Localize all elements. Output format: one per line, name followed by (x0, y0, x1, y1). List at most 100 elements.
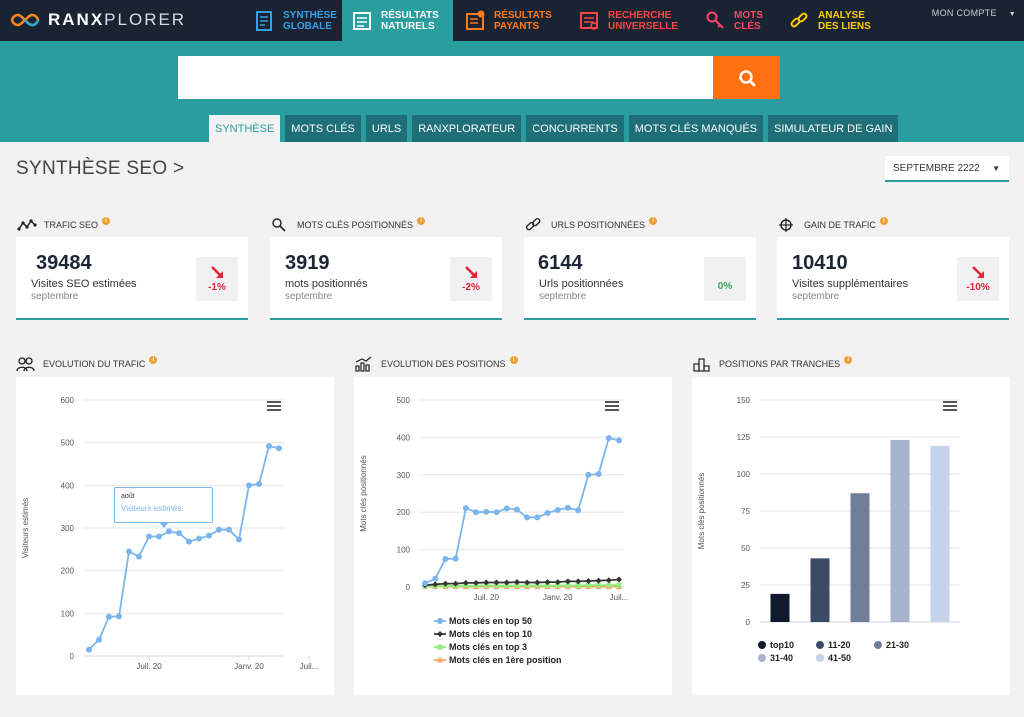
kpi-period: septembre (31, 291, 79, 302)
search-input[interactable] (178, 56, 714, 99)
data-point (126, 548, 132, 555)
data-point (565, 583, 571, 589)
info-icon[interactable]: i (649, 217, 658, 225)
chart-tooltip: août Visiteurs estimés: (114, 487, 213, 528)
nav-mots-cles[interactable]: MOTS CLÉS (695, 0, 773, 41)
legend-label: 21-30 (886, 640, 909, 650)
ranges-bar-chart: 0 25 50 75 100 125 150 Mots clés positionnés top… (697, 396, 960, 663)
search-button[interactable] (713, 56, 780, 99)
data-point (616, 576, 622, 583)
kpi-period: septembre (792, 291, 840, 302)
kpi-delta: 0% (704, 257, 746, 301)
data-point (86, 646, 92, 653)
legend-swatch (816, 654, 824, 662)
info-icon[interactable]: i (149, 356, 158, 364)
bar (850, 493, 870, 622)
kpi-delta: -1% (196, 257, 238, 301)
nav-recherche-universelle[interactable]: RECHERCHE UNIVERSELLE (569, 0, 693, 41)
y-tick-label: 300 (61, 524, 75, 533)
data-point (616, 437, 622, 444)
data-point (606, 582, 612, 588)
kpi-period: septembre (539, 291, 587, 302)
data-point (266, 443, 272, 450)
info-icon[interactable]: i (102, 217, 111, 225)
kpi-value: 6144 (538, 252, 583, 274)
data-point (524, 514, 531, 521)
y-tick-label: 200 (61, 567, 75, 576)
kpi-label-text: MOTS CLÉS POSITIONNÉS (297, 220, 414, 230)
nav-resultats-naturels[interactable]: RÉSULTATS NATURELS (342, 0, 453, 41)
tab-urls[interactable]: URLS (365, 115, 408, 142)
nav-label: ANALYSE DES LIENS (818, 9, 871, 32)
kpi-delta-value: 0% (717, 280, 733, 292)
kpi-label-mots-cles: MOTS CLÉS POSITIONNÉS i (270, 215, 426, 235)
data-point (575, 507, 582, 514)
data-point (595, 471, 602, 478)
tooltip-series: Visiteurs estimés: (121, 504, 184, 513)
data-point (432, 581, 439, 588)
tab-synthese[interactable]: SYNTHÈSE (209, 115, 281, 142)
account-menu[interactable]: MON COMPTE ▼ (932, 8, 1016, 18)
bar (930, 445, 950, 622)
nav-synthese-globale[interactable]: SYNTHÈSE GLOBALE (244, 0, 341, 41)
y-axis-title: Visiteurs estimés (21, 498, 30, 558)
report-icon (256, 10, 272, 31)
data-point (437, 631, 443, 637)
kpi-value: 39484 (36, 252, 92, 274)
y-tick-label: 600 (61, 396, 75, 405)
data-point (483, 579, 490, 586)
data-point (437, 644, 443, 650)
kpi-label-text: URLS POSITIONNÉES (551, 220, 646, 230)
data-point (196, 535, 202, 542)
arrow-down-right-icon (211, 266, 223, 278)
kpi-card-gain: 10410 Visites supplémentaires septembre … (777, 237, 1009, 320)
universal-search-icon (580, 11, 598, 30)
tab-ranxplorateur[interactable]: RANXPLORATEUR (412, 115, 522, 142)
kpi-delta: -10% (957, 257, 999, 301)
data-point (473, 579, 480, 586)
data-point (585, 471, 592, 478)
podium-icon (693, 358, 710, 372)
data-point (534, 579, 541, 586)
legend-label: Mots clés en 1ère position (449, 655, 562, 665)
y-tick-label: 50 (741, 544, 750, 553)
info-icon[interactable]: i (844, 356, 853, 364)
panel-label-trafic: EVOLUTION DU TRAFIC i (16, 354, 158, 374)
chart-menu-icon[interactable] (943, 401, 957, 413)
nav-resultats-payants[interactable]: RÉSULTATS PAYANTS (455, 0, 567, 41)
chart-menu-icon[interactable] (267, 401, 281, 413)
panel-label-text: EVOLUTION DU TRAFIC (43, 359, 146, 369)
chart-menu-icon[interactable] (605, 401, 619, 413)
panel-label-text: POSITIONS PAR TRANCHES (719, 359, 841, 369)
data-point (156, 533, 162, 540)
data-point (513, 506, 520, 513)
tab-simulateur-de-gain[interactable]: SIMULATEUR DE GAIN (768, 115, 899, 142)
tab-mots-cles[interactable]: MOTS CLÉS (285, 115, 361, 142)
data-point (176, 530, 182, 537)
bar-trend-icon (355, 356, 372, 372)
y-tick-label: 300 (397, 471, 411, 480)
tab-mots-cles-manques[interactable]: MOTS CLÉS MANQUÉS (628, 115, 764, 142)
kpi-delta-value: -1% (208, 282, 226, 293)
info-icon[interactable]: i (879, 217, 888, 225)
data-point (116, 613, 122, 620)
nav-analyse-des-liens[interactable]: ANALYSE DES LIENS (779, 0, 879, 41)
link-icon (525, 217, 541, 231)
info-icon[interactable]: i (417, 217, 426, 225)
bar (810, 558, 830, 622)
data-point (437, 657, 443, 663)
data-point (575, 578, 582, 585)
period-select[interactable]: SEPTEMBRE 2222 ▼ (885, 156, 1009, 182)
traffic-line-icon (17, 219, 37, 231)
y-axis-title: Mots clés positionnés (359, 455, 368, 531)
y-tick-label: 0 (746, 618, 751, 627)
ranxplorer-logo[interactable]: RANXPLORER (10, 9, 186, 31)
legend-label: 11-20 (828, 640, 851, 650)
tab-concurrents[interactable]: CONCURRENTS (526, 115, 624, 142)
nav-label: RECHERCHE UNIVERSELLE (608, 9, 679, 32)
nav-label: RÉSULTATS NATURELS (381, 9, 439, 32)
data-point (554, 579, 561, 586)
data-point (452, 555, 459, 562)
info-icon[interactable]: i (509, 356, 518, 364)
y-tick-label: 125 (737, 433, 751, 442)
